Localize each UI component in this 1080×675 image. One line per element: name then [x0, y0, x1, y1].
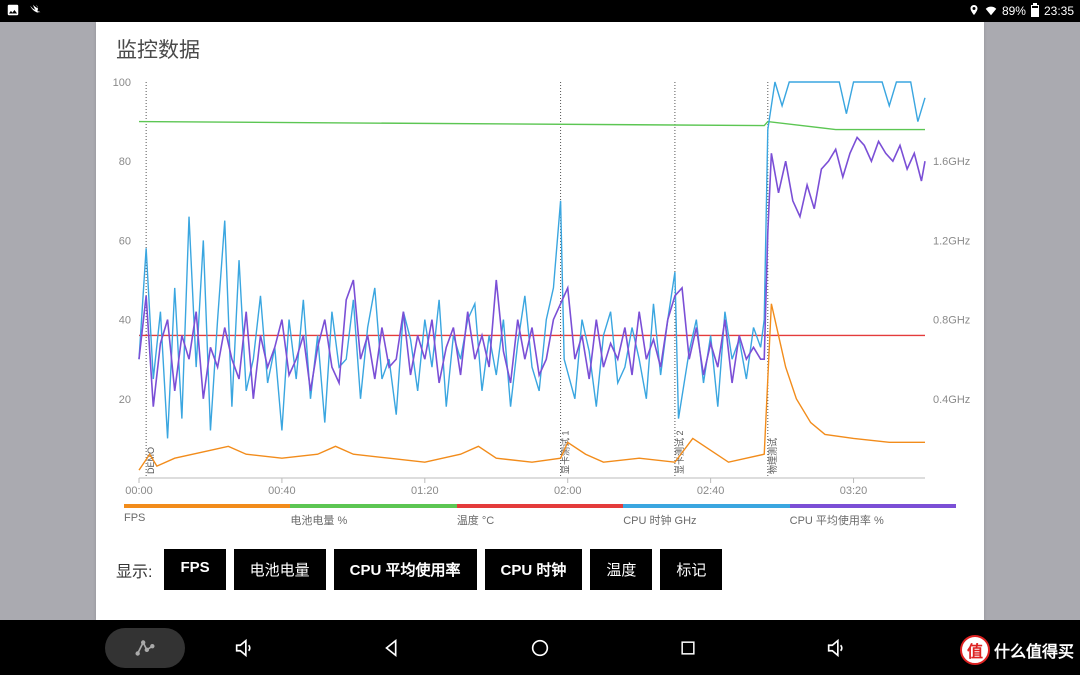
- wifi-icon: [984, 3, 998, 20]
- nav-app-button[interactable]: [105, 628, 185, 668]
- filter-CPU 平均使用率-button[interactable]: CPU 平均使用率: [334, 549, 477, 590]
- watermark: 值 什么值得买: [960, 635, 1074, 665]
- svg-text:1.6GHz: 1.6GHz: [933, 156, 970, 168]
- volume-up-icon[interactable]: [822, 634, 850, 662]
- svg-text:40: 40: [119, 315, 131, 327]
- filter-温度-button[interactable]: 温度: [590, 549, 652, 590]
- svg-text:60: 60: [119, 235, 131, 247]
- watermark-badge: 值: [960, 635, 990, 665]
- status-bar: 89% 23:35: [0, 0, 1080, 22]
- svg-text:0.8GHz: 0.8GHz: [933, 315, 970, 327]
- battery-icon: [1030, 3, 1040, 20]
- back-icon[interactable]: [378, 634, 406, 662]
- svg-text:1.2GHz: 1.2GHz: [933, 235, 970, 247]
- svg-text:显卡测试 1: 显卡测试 1: [560, 430, 571, 474]
- filter-label: 显示:: [116, 558, 152, 582]
- filter-标记-button[interactable]: 标记: [660, 549, 722, 590]
- legend-cpu: CPU 时钟 GHz: [623, 504, 789, 534]
- svg-text:DEMO: DEMO: [146, 447, 156, 474]
- navigation-bar: [0, 620, 1080, 675]
- svg-text:02:40: 02:40: [697, 485, 725, 497]
- svg-text:03:20: 03:20: [840, 485, 868, 497]
- legend-cpu: CPU 平均使用率 %: [790, 504, 956, 534]
- svg-text:100: 100: [113, 77, 131, 89]
- legend-温度: 温度 °C: [457, 504, 623, 534]
- svg-text:物理测试: 物理测试: [767, 438, 778, 474]
- home-icon[interactable]: [526, 634, 554, 662]
- swift-icon: [28, 3, 42, 20]
- watermark-text: 什么值得买: [994, 638, 1074, 662]
- button-group: FPS电池电量CPU 平均使用率CPU 时钟温度标记: [164, 549, 722, 590]
- svg-text:显卡测试 2: 显卡测试 2: [674, 430, 685, 474]
- svg-text:20: 20: [119, 394, 131, 406]
- monitoring-card: 监控数据 20 40 60 80 100 0.4GHz 0.8GHz 1.2GHz 1.6GHz…: [96, 22, 984, 620]
- svg-text:00:00: 00:00: [125, 485, 153, 497]
- svg-text:02:00: 02:00: [554, 485, 582, 497]
- svg-text:80: 80: [119, 156, 131, 168]
- image-icon: [6, 3, 20, 20]
- status-right: 89% 23:35: [968, 3, 1074, 20]
- filter-buttons-row: 显示: FPS电池电量CPU 平均使用率CPU 时钟温度标记: [116, 549, 964, 590]
- svg-text:0.4GHz: 0.4GHz: [933, 394, 970, 406]
- legend-电池电量: 电池电量 %: [290, 504, 456, 534]
- monitoring-chart: 20 40 60 80 100 0.4GHz 0.8GHz 1.2GHz 1.6GHz 00:00…: [108, 76, 972, 502]
- volume-down-icon[interactable]: [230, 634, 258, 662]
- card-title: 监控数据: [96, 22, 984, 72]
- legend-fps: FPS: [124, 504, 290, 534]
- filter-电池电量-button[interactable]: 电池电量: [234, 549, 326, 590]
- filter-CPU 时钟-button[interactable]: CPU 时钟: [485, 549, 583, 590]
- status-left: [6, 3, 42, 20]
- svg-text:00:40: 00:40: [268, 485, 296, 497]
- filter-FPS-button[interactable]: FPS: [164, 549, 225, 590]
- svg-text:01:20: 01:20: [411, 485, 439, 497]
- chart-area: 20 40 60 80 100 0.4GHz 0.8GHz 1.2GHz 1.6GHz 00:00…: [108, 76, 972, 502]
- legend-bars: FPS电池电量 %温度 °CCPU 时钟 GHzCPU 平均使用率 %: [124, 504, 956, 534]
- clock-text: 23:35: [1044, 4, 1074, 18]
- location-icon: [968, 4, 980, 19]
- recent-icon[interactable]: [674, 634, 702, 662]
- battery-text: 89%: [1002, 4, 1026, 18]
